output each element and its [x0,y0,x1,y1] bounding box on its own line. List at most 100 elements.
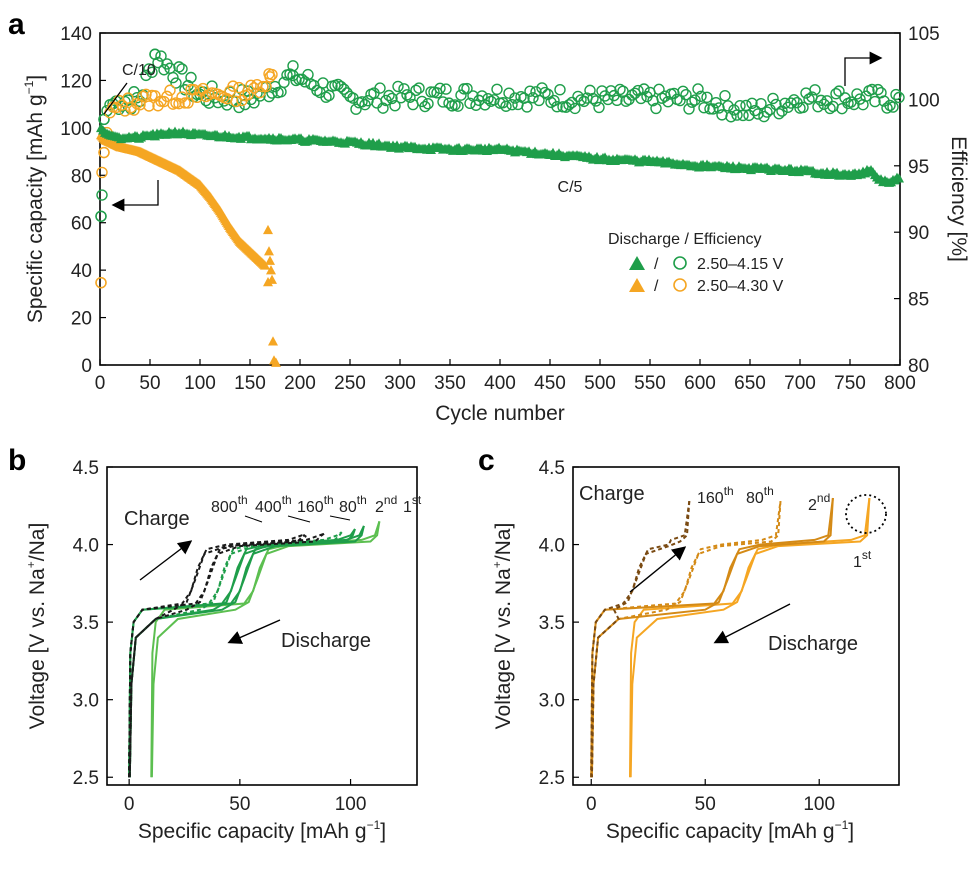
y2-tick-label: 95 [908,157,929,178]
legend-title: Discharge / Efficiency [608,231,762,248]
y-tick-label: 3.5 [539,613,565,634]
efficiency-point-green [869,95,881,108]
efficiency-point-green [404,91,416,103]
efficiency-point-green [287,69,299,82]
x-tick-label: 50 [229,794,250,815]
efficiency-point-green [797,101,809,114]
efficiency-point-green [701,91,713,104]
efficiency-point-orange [245,79,257,92]
x-tick-label: 200 [284,373,316,394]
discharge-curve-800th [128,534,307,778]
efficiency-point-green [887,101,899,113]
x-tick-label: 600 [684,373,716,394]
efficiency-point-green [638,83,650,95]
discharge-curve-1st [150,521,381,778]
efficiency-point-green [491,83,503,95]
efficiency-point-green [740,99,752,112]
efficiency-point-green [767,92,779,105]
efficiency-point-green [524,85,536,97]
x-tick-label: 100 [335,794,367,815]
x-tick-label: 500 [584,373,616,394]
efficiency-point-green [155,50,167,62]
efficiency-point-green [689,94,701,106]
efficiency-point-green [839,92,851,104]
efficiency-point-green [95,210,107,222]
x-tick-label: 100 [803,794,835,815]
efficiency-point-green [398,83,410,95]
cycle-label-leader [287,515,311,523]
efficiency-point-green [830,87,842,100]
charge-curve-80th [590,500,782,778]
efficiency-point-green [542,88,554,101]
efficiency-point-green [551,100,563,113]
efficiency-point-green [323,89,335,102]
cycle-label-160th: 160th [697,484,734,507]
panel-b-frame [106,466,418,786]
x-tick-label: 300 [384,373,416,394]
y-tick-label: 40 [71,261,92,282]
x-tick-label: 0 [124,794,135,815]
y-tick-label: 4.5 [73,458,99,479]
panel-a-xlabel: Cycle number [435,402,565,425]
efficiency-point-green [293,73,305,86]
efficiency-point-green [593,101,605,114]
efficiency-point-orange [119,105,131,117]
efficiency-point-green [509,92,521,104]
efficiency-point-green [821,95,833,107]
efficiency-point-green [392,80,404,93]
efficiency-point-orange [197,82,209,95]
efficiency-point-green [656,92,668,104]
discharge-point-orange [271,357,281,367]
efficiency-point-orange [257,80,269,93]
efficiency-point-green [554,84,566,96]
panel-b-discharge-arrow [227,619,281,644]
efficiency-point-green [809,84,821,96]
efficiency-point-orange [143,100,155,112]
efficiency-point-orange [140,88,152,101]
efficiency-point-green [812,101,824,113]
panel-a: 0 50 100 150 200 250 300 350 400 450 500 550 600 650 7… [22,24,970,425]
efficiency-point-green [521,101,533,113]
discharge-curve-160th [590,501,691,778]
y2-tick-label: 85 [908,290,929,311]
efficiency-point-green [890,88,902,101]
efficiency-point-green [725,111,737,123]
cycle-label-80th: 80th [746,484,774,507]
efficiency-point-green [422,98,434,110]
efficiency-point-green [479,99,491,111]
discharge-point-orange [263,277,273,287]
efficiency-point-green [176,63,188,75]
charge-curve-80th [128,528,356,778]
efficiency-point-green [749,104,761,117]
efficiency-point-green [455,89,467,101]
efficiency-point-green [824,102,836,115]
efficiency-point-green [167,71,179,84]
right-axis-arrow [844,51,883,86]
panel-a-ticks: 0 50 100 150 200 250 300 350 400 450 500 550 600 650 7… [60,24,939,394]
cycle-label-160th: 160th [297,493,334,516]
panel-a-marks [95,48,905,367]
x-tick-label: 250 [334,373,366,394]
y-tick-label: 80 [71,166,92,187]
efficiency-point-green [803,93,815,105]
cycle-label-2nd: 2nd [375,493,397,516]
efficiency-point-green [650,102,662,115]
y2-tick-label: 80 [908,356,929,377]
efficiency-point-orange [173,97,185,110]
panel-c-discharge-arrow [713,603,791,644]
efficiency-point-green [377,102,389,114]
panel-b-ticks: 0 50 100 2.5 3.0 3.5 4.0 4.5 [73,458,367,815]
x-tick-label: 150 [234,373,266,394]
efficiency-point-orange [98,146,110,159]
efficiency-point-green [401,89,413,101]
x-tick-label: 50 [695,794,716,815]
efficiency-point-green [410,84,422,97]
panel-b-xlabel: Specific capacity [mAh g−1] [138,818,386,843]
y2-tick-label: 100 [908,90,940,111]
left-axis-arrow [111,180,159,212]
discharge-curve-1st [629,497,871,778]
efficiency-point-green [785,97,797,109]
legend-marker-orange-triangle [629,278,645,292]
cycle-label-400th: 400th [255,493,292,516]
efficiency-point-green [548,94,560,107]
